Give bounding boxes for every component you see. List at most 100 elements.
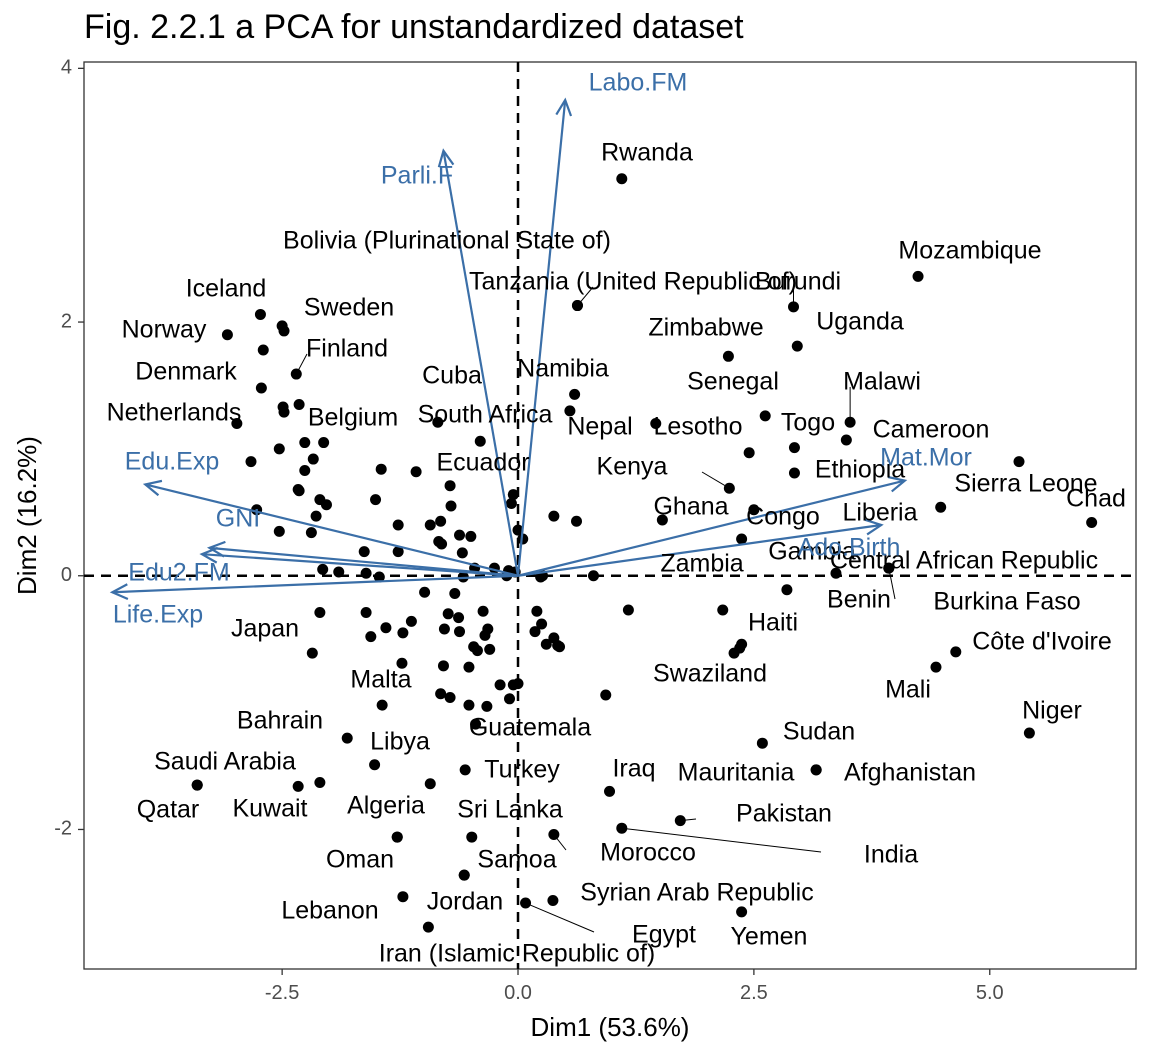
y-tick-label: 2 (61, 310, 72, 332)
point-nepal (650, 418, 662, 430)
point-libya (369, 759, 381, 771)
point-liberia (935, 501, 947, 513)
country-point (333, 566, 345, 578)
variable-labels: Labo.FM Parli.F Edu.Exp GNI Edu2.FM Life.Exp M… (113, 69, 972, 629)
label-chad: Chad (1066, 485, 1126, 513)
country-point (484, 643, 496, 655)
label-turkey: Turkey (484, 756, 560, 784)
arrowhead-labo-fm (555, 97, 573, 117)
point-morocco (548, 829, 560, 841)
point-uganda (791, 340, 803, 352)
y-tick-label: 4 (61, 57, 72, 79)
country-point (392, 546, 404, 558)
country-labels: Rwanda Mozambique Bolivia (Plurinational S… (107, 139, 1126, 968)
point-zambia (736, 533, 748, 545)
point-syrian-arab-republic (547, 894, 559, 906)
point-afghanistan (810, 764, 822, 776)
point-burundi (788, 301, 800, 313)
label-benin: Benin (827, 586, 891, 614)
country-point (278, 406, 290, 418)
country-points (191, 173, 1098, 933)
country-point (273, 443, 285, 455)
point-gambia (830, 567, 842, 579)
country-point (540, 638, 552, 650)
variable-label-gni: GNI (216, 505, 260, 533)
point-senegal (759, 410, 771, 422)
label-oman: Oman (326, 846, 394, 874)
country-point (444, 692, 456, 704)
arrow-ado-birth (517, 523, 882, 577)
country-point (257, 344, 269, 356)
variable-label-parli-f: Parli.F (381, 162, 453, 190)
label-netherlands: Netherlands (107, 399, 242, 427)
point-congo (748, 504, 760, 516)
country-point (320, 499, 332, 511)
arrow-life-exp (112, 574, 519, 594)
y-axis: -2 0 2 4 (54, 57, 84, 840)
point-iraq (604, 785, 616, 797)
label-togo: Togo (781, 409, 835, 437)
point-iceland (254, 308, 266, 320)
label-south-africa: South Africa (418, 401, 553, 429)
leader-line-egypt (525, 902, 595, 933)
point-swaziland (736, 638, 748, 650)
country-point (454, 529, 466, 541)
label-algeria: Algeria (347, 792, 425, 820)
country-point (370, 494, 382, 506)
country-point (292, 483, 304, 495)
arrowhead-edu-exp (142, 479, 163, 497)
country-point (463, 699, 475, 711)
x-axis: -2.5 0.0 2.5 5.0 (265, 969, 1004, 1004)
label-afghanistan: Afghanistan (844, 759, 976, 787)
country-point (245, 456, 257, 468)
country-point (373, 571, 385, 583)
country-point (554, 641, 566, 653)
country-point (571, 515, 583, 527)
point-lebanon (397, 891, 409, 903)
label-cameroon: Cameroon (873, 416, 990, 444)
label-iceland: Iceland (186, 275, 267, 303)
country-point (314, 607, 326, 619)
point-jordan (458, 869, 470, 881)
label-libya: Libya (370, 728, 430, 756)
arrowhead-ado-birth (864, 518, 884, 536)
label-burkina-faso: Burkina Faso (933, 588, 1080, 616)
point-ethiopia (788, 467, 800, 479)
country-point (531, 605, 543, 617)
country-point (468, 641, 480, 653)
variable-label-mat-mor: Mat.Mor (880, 444, 972, 472)
point-pakistan (674, 815, 686, 827)
point-ghana (656, 514, 668, 526)
label-mauritania: Mauritania (678, 759, 795, 787)
country-point (435, 688, 447, 700)
y-tick-label: -2 (54, 818, 72, 840)
label-mozambique: Mozambique (898, 237, 1041, 265)
country-point (438, 623, 450, 635)
point-benin (781, 584, 793, 596)
label-namibia: Namibia (517, 355, 609, 383)
variable-label-labo-fm: Labo.FM (589, 69, 688, 97)
arrow-edu-exp (145, 483, 519, 577)
point-zimbabwe (722, 350, 734, 362)
point-guatemala (470, 718, 482, 730)
point-niger (1023, 727, 1035, 739)
point-turkey (459, 764, 471, 776)
arrowhead-edu2-fm (199, 546, 219, 564)
point-oman (391, 831, 403, 843)
label-yemen: Yemen (731, 923, 808, 951)
country-point (317, 563, 329, 575)
label-gambia: Gambia (768, 538, 856, 566)
leader-line-india (621, 827, 822, 853)
country-point (494, 679, 506, 691)
y-axis-title: Dim2 (16.2%) (12, 436, 42, 595)
label-mali: Mali (885, 676, 931, 704)
point-sierra-leone (1013, 456, 1025, 468)
country-point (454, 626, 466, 638)
point-kuwait (292, 780, 304, 792)
country-point (717, 604, 729, 616)
point-tanzania-united-republic-of (571, 300, 583, 312)
country-point (360, 567, 372, 579)
country-point (465, 530, 477, 542)
label-c-te-d-ivoire: Côte d'Ivoire (972, 628, 1112, 656)
